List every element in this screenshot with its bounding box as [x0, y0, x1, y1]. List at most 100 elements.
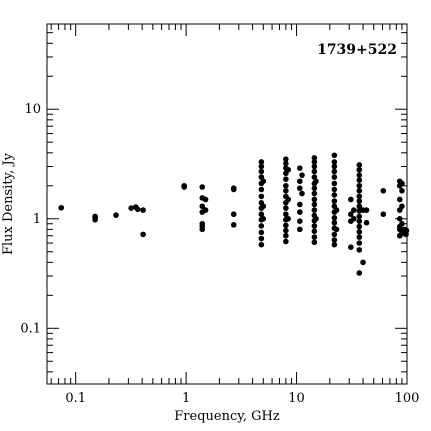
data-point: [399, 203, 405, 210]
data-point: [311, 196, 318, 203]
data-point: [283, 182, 289, 189]
x-axis-title: Frequency, GHz: [174, 409, 280, 424]
data-point: [285, 196, 291, 203]
data-point: [285, 166, 291, 173]
data-point: [311, 155, 318, 161]
data-point: [356, 213, 363, 220]
data-point: [311, 185, 318, 192]
data-point: [311, 223, 318, 229]
data-point: [331, 215, 338, 221]
data-point: [199, 203, 206, 210]
axis-ticks: [47, 23, 408, 384]
data-point: [399, 220, 405, 227]
data-point: [283, 227, 289, 234]
data-point: [363, 219, 370, 226]
data-point: [128, 205, 134, 211]
data-point: [331, 152, 338, 159]
data-point: [283, 232, 289, 239]
data-point: [283, 176, 289, 182]
data-point: [311, 168, 318, 175]
data-point: [356, 234, 363, 240]
data-point: [299, 190, 305, 197]
data-point: [331, 192, 338, 198]
data-point: [230, 186, 237, 193]
data-point: [311, 228, 318, 234]
data-point: [331, 237, 338, 243]
data-point: [260, 178, 267, 185]
data-point: [356, 193, 363, 200]
y-tick-label: 1: [33, 212, 41, 227]
data-point: [356, 270, 363, 276]
axis-tick-labels: 0.1 1 10 100 0.1 1 10: [20, 102, 419, 406]
data-point: [356, 166, 363, 173]
data-point: [399, 180, 405, 187]
data-point: [313, 178, 319, 185]
data-point: [181, 182, 187, 189]
data-point: [331, 231, 338, 238]
data-point: [331, 159, 338, 165]
data-point: [311, 190, 318, 197]
data-point: [356, 177, 363, 183]
data-point: [356, 172, 363, 178]
data-point: [297, 201, 303, 208]
data-point: [199, 226, 206, 233]
data-point: [283, 160, 289, 167]
data-point: [331, 163, 338, 170]
data-point: [311, 234, 318, 240]
data-point: [331, 180, 338, 187]
data-point: [331, 198, 338, 204]
data-point: [283, 238, 289, 245]
data-point: [348, 244, 354, 250]
data-point: [399, 187, 405, 194]
data-point: [258, 235, 265, 242]
data-point: [258, 229, 265, 236]
data-point: [258, 241, 265, 248]
data-point: [356, 198, 363, 204]
data-point: [140, 207, 146, 213]
data-point: [351, 215, 357, 222]
data-point: [331, 168, 338, 175]
data-point: [199, 184, 206, 190]
data-point: [258, 168, 265, 175]
data-point: [258, 223, 265, 229]
data-point: [333, 207, 340, 213]
data-points: [58, 152, 410, 276]
source-label: 1739+522: [317, 42, 397, 58]
data-point: [230, 211, 237, 218]
data-point: [113, 212, 119, 218]
data-point: [140, 231, 146, 238]
data-point: [360, 259, 366, 266]
data-point: [202, 207, 209, 213]
x-tick-label: 100: [395, 391, 420, 406]
x-tick-label: 0.1: [65, 391, 86, 406]
data-point: [356, 203, 363, 210]
data-point: [380, 211, 387, 218]
data-point: [313, 215, 319, 222]
data-point: [311, 159, 318, 165]
data-point: [356, 182, 363, 189]
data-point: [356, 223, 363, 230]
data-point: [380, 187, 387, 194]
data-point: [396, 215, 403, 222]
data-point: [202, 196, 209, 203]
data-point: [285, 215, 291, 222]
data-point: [283, 187, 289, 194]
data-point: [283, 205, 289, 211]
data-point: [356, 162, 363, 168]
data-point: [258, 163, 265, 170]
data-point: [283, 156, 289, 162]
data-point: [396, 196, 403, 203]
data-point: [297, 185, 303, 192]
y-tick-label: 0.1: [20, 321, 41, 336]
data-point: [258, 186, 265, 193]
data-point: [333, 226, 340, 233]
data-point: [311, 239, 318, 246]
data-point: [283, 222, 289, 229]
data-point: [351, 207, 357, 213]
data-point: [356, 187, 363, 194]
data-point: [134, 206, 141, 213]
data-point: [92, 213, 98, 220]
data-point: [311, 163, 318, 170]
data-point: [356, 218, 363, 224]
data-point: [260, 203, 267, 210]
